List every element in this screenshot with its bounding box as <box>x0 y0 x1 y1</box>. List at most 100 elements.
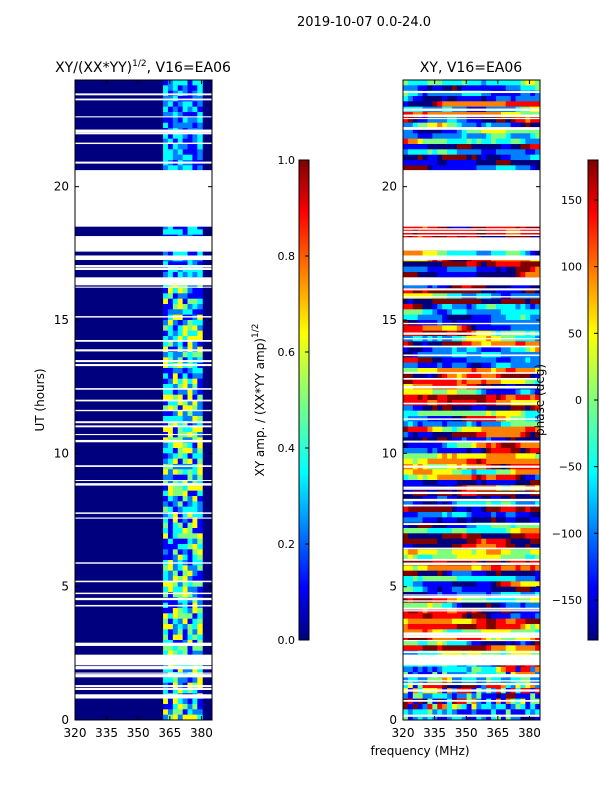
heatmap-cell <box>515 224 521 230</box>
heatmap-cell <box>182 368 189 374</box>
heatmap-cell <box>486 629 492 636</box>
heatmap-cell <box>182 138 189 145</box>
heatmap-cell <box>481 144 487 150</box>
heatmap-cell <box>437 122 443 129</box>
y-tick-label: 5 <box>389 580 397 594</box>
heatmap-cell <box>476 554 482 561</box>
heatmap-cell <box>447 549 453 556</box>
heatmap-cell <box>481 96 487 102</box>
heatmap-cell <box>447 389 453 396</box>
heatmap-cell <box>427 437 433 444</box>
heatmap-cell <box>163 341 169 348</box>
heatmap-cell <box>451 629 458 636</box>
heatmap-cell <box>525 405 531 412</box>
heatmap-cell <box>500 282 507 289</box>
heatmap-cell <box>525 309 531 316</box>
heatmap-cell <box>510 709 517 716</box>
heatmap-cell <box>481 298 487 305</box>
heatmap-cell <box>187 421 193 428</box>
heatmap-cell <box>505 437 512 444</box>
heatmap-cell <box>525 378 531 385</box>
heatmap-cell <box>403 613 409 620</box>
heatmap-cell <box>530 533 536 540</box>
heatmap-cell <box>422 549 428 556</box>
heatmap-cell <box>197 490 203 497</box>
heatmap-cell <box>167 528 174 534</box>
heatmap-cell <box>172 106 179 113</box>
heatmap-cell <box>412 474 419 481</box>
heatmap-cell <box>481 714 487 720</box>
heatmap-cell <box>412 586 419 593</box>
heatmap-cell <box>422 581 428 588</box>
heatmap-cell <box>456 117 463 124</box>
heatmap-cell <box>403 362 409 369</box>
x-tick-label: 335 <box>423 726 446 740</box>
heatmap-cell <box>417 554 424 561</box>
heatmap-cell <box>407 90 414 97</box>
heatmap-cell <box>182 101 189 108</box>
heatmap-cell <box>192 421 198 428</box>
heatmap-cell <box>535 458 540 465</box>
heatmap-cell <box>451 224 458 230</box>
heatmap-cell <box>417 650 424 657</box>
heatmap-cell <box>500 346 507 353</box>
heatmap-cell <box>456 373 463 380</box>
heatmap-cell <box>167 389 174 396</box>
heatmap-cell <box>481 554 487 561</box>
heatmap-cell <box>187 570 193 577</box>
heatmap-cell <box>187 138 193 145</box>
heatmap-cell <box>177 469 184 476</box>
heatmap-cell <box>515 122 521 129</box>
heatmap-cell <box>476 405 482 412</box>
heatmap-cell <box>481 309 487 316</box>
heatmap-cell <box>172 400 179 406</box>
heatmap-cell <box>530 693 536 700</box>
heatmap-cell <box>515 437 521 444</box>
heatmap-cell <box>187 106 193 113</box>
heatmap-cell <box>461 517 468 524</box>
heatmap-cell <box>481 160 487 166</box>
heatmap-cell <box>427 266 433 273</box>
heatmap-cell <box>422 624 428 630</box>
heatmap-cell <box>197 442 203 449</box>
heatmap-cell <box>172 138 179 145</box>
heatmap-cell <box>476 250 482 257</box>
heatmap-cell <box>535 650 540 657</box>
heatmap-cell <box>163 106 169 113</box>
heatmap-cell <box>403 272 409 278</box>
flagged-gap <box>403 651 540 654</box>
flagged-gap <box>403 558 540 561</box>
heatmap-cell <box>167 629 174 636</box>
heatmap-cell <box>466 250 472 257</box>
heatmap-cell <box>187 314 193 321</box>
heatmap-cell <box>407 597 414 604</box>
heatmap-cell <box>466 426 472 433</box>
heatmap-cell <box>417 309 424 316</box>
heatmap-cell <box>447 581 453 588</box>
heatmap-cell <box>456 682 463 689</box>
heatmap-cell <box>466 597 472 604</box>
heatmap-cell <box>407 480 414 486</box>
heatmap-cell <box>177 101 184 108</box>
heatmap-cell <box>192 405 198 412</box>
heatmap-cell <box>515 346 521 353</box>
heatmap-cell <box>403 261 409 268</box>
heatmap-cell <box>456 85 463 92</box>
heatmap-cell <box>403 570 409 577</box>
heatmap-cell <box>500 442 507 449</box>
heatmap-cell <box>451 304 458 310</box>
heatmap-cell <box>476 426 482 433</box>
heatmap-cell <box>422 704 428 710</box>
heatmap-cell <box>520 101 526 108</box>
heatmap-cell <box>422 346 428 353</box>
heatmap-cell <box>525 165 531 172</box>
heatmap-cell <box>535 640 540 646</box>
heatmap-cell <box>172 336 179 342</box>
heatmap-cell <box>476 85 482 92</box>
heatmap-cell <box>500 640 507 646</box>
heatmap-cell <box>197 688 203 694</box>
flagged-gap <box>75 597 212 601</box>
heatmap-cell <box>486 378 492 385</box>
heatmap-cell <box>466 517 472 524</box>
heatmap-cell <box>182 106 189 113</box>
